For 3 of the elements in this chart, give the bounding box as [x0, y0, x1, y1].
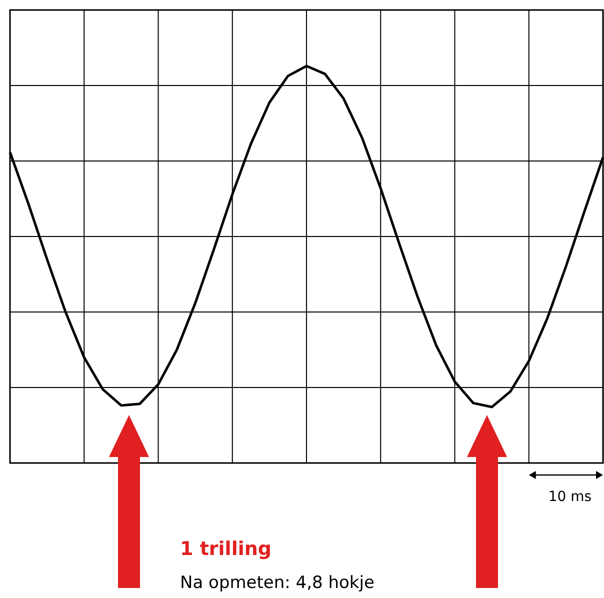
- text: Na opmeten: 4,8 hokje: [180, 573, 374, 593]
- text: 1 trilling: [180, 538, 272, 560]
- text: 10 ms: [548, 489, 592, 505]
